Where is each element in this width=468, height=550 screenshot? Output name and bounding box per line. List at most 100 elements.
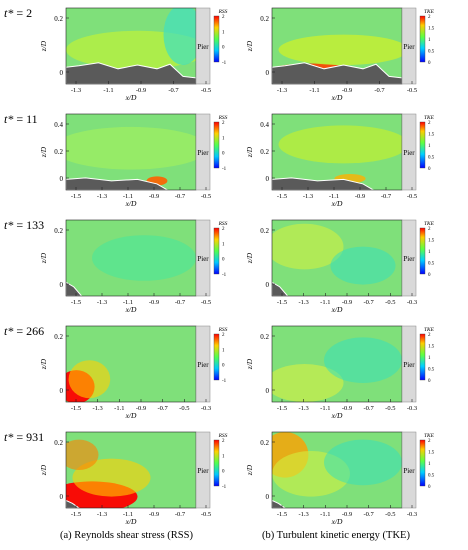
y-tick-label: 0 xyxy=(266,387,270,395)
y-tick-label: 0 xyxy=(266,175,270,183)
colorbar-tick-label: 1 xyxy=(222,454,225,459)
x-tick-label: -1.3 xyxy=(93,405,103,412)
pier-rect xyxy=(401,431,417,509)
x-tick-label: -1.5 xyxy=(71,405,81,412)
colorbar-tick-label: 0 xyxy=(222,258,225,263)
x-tick-label: -1.1 xyxy=(123,193,133,200)
x-tick-label: -1.5 xyxy=(277,193,287,200)
x-tick-label: -0.5 xyxy=(201,193,211,200)
colorbar-tick-label: 1.5 xyxy=(428,239,435,244)
contour-blob xyxy=(66,126,196,170)
colorbar xyxy=(419,439,426,487)
pier-label: Pier xyxy=(197,361,209,369)
x-tick-label: -0.9 xyxy=(355,193,365,200)
colorbar-tick-label: -1 xyxy=(222,485,227,490)
x-tick-label: -1.3 xyxy=(299,511,309,518)
colorbar-tick-label: 0 xyxy=(428,167,431,172)
y-tick-label: 0 xyxy=(60,281,64,289)
colorbar-tick-label: 1.5 xyxy=(428,345,435,350)
x-tick-label: -1.1 xyxy=(320,299,330,306)
y-tick-label: 0.2 xyxy=(54,148,63,156)
rss-panel-2: Pier 0.4 0.2 0 z/D -1.5 -1.3 -1.1 -0.9 -0.7 -0.5 x/… xyxy=(39,113,228,208)
colorbar-title: TKE xyxy=(424,433,435,439)
pier-label: Pier xyxy=(403,43,415,51)
y-axis-label: z/D xyxy=(245,464,254,476)
colorbar-tick-label: 1 xyxy=(428,462,431,467)
colorbar-tick-label: 0.5 xyxy=(428,262,435,267)
x-tick-label: -0.7 xyxy=(158,405,169,412)
x-tick-label: -0.9 xyxy=(149,511,159,518)
y-axis-label: z/D xyxy=(245,252,254,264)
colorbar xyxy=(419,333,426,381)
contour-blobs xyxy=(66,439,151,508)
colorbar-tick-label: 1.5 xyxy=(428,133,435,138)
row-label-5: t* = 931 xyxy=(4,430,45,444)
colorbar-tick-label: 2 xyxy=(222,15,225,20)
x-tick-label: -0.9 xyxy=(342,299,352,306)
contour-blob xyxy=(68,360,111,399)
contour-blob xyxy=(66,30,196,69)
y-axis-label: z/D xyxy=(245,146,254,158)
y-tick-label: 0.2 xyxy=(260,227,269,235)
contour-blobs xyxy=(272,337,402,402)
x-tick-label: -1.1 xyxy=(320,405,330,412)
colorbar xyxy=(213,333,220,381)
y-tick-label: 0.2 xyxy=(54,15,63,23)
colorbar-tick-label: 0 xyxy=(428,61,431,66)
y-tick-label: 0 xyxy=(266,69,270,77)
x-tick-label: -1.3 xyxy=(303,193,313,200)
colorbar-tick-label: -1 xyxy=(222,167,227,172)
pier-label: Pier xyxy=(403,467,415,475)
x-tick-label: -1.1 xyxy=(309,87,319,94)
y-tick-label: 0.2 xyxy=(260,15,269,23)
pier-rect xyxy=(195,219,211,297)
pier-label: Pier xyxy=(403,149,415,157)
colorbar-title: RSS xyxy=(218,221,228,227)
contour-blobs xyxy=(272,223,396,296)
x-tick-label: -0.3 xyxy=(407,511,417,518)
y-axis-label: z/D xyxy=(245,40,254,52)
x-tick-label: -0.9 xyxy=(149,299,159,306)
scoured-bed xyxy=(272,62,402,84)
colorbar xyxy=(419,15,426,63)
contour-blob xyxy=(330,246,396,285)
tke-panel-4: Pier 0.2 0 z/D -1.5 -1.3 -1.1 -0.9 -0.7 -0.5 -0.3 x… xyxy=(245,325,435,420)
colorbar xyxy=(419,227,426,275)
colorbar-tick-label: 0.5 xyxy=(428,474,435,479)
x-tick-label: -0.3 xyxy=(201,405,211,412)
pier-rect xyxy=(401,219,417,297)
colorbar-tick-label: 1.5 xyxy=(428,451,435,456)
colorbar-tick-label: 1 xyxy=(428,38,431,43)
x-tick-label: -1.1 xyxy=(114,405,124,412)
contour-blob xyxy=(272,223,344,270)
x-tick-label: -0.9 xyxy=(342,511,352,518)
contour-blob xyxy=(324,337,402,384)
pier-label: Pier xyxy=(197,43,209,51)
x-tick-label: -1.3 xyxy=(97,299,107,306)
x-tick-label: -1.5 xyxy=(277,405,287,412)
x-tick-label: -0.7 xyxy=(168,87,179,94)
colorbar-tick-label: -1 xyxy=(222,61,227,66)
x-tick-label: -0.9 xyxy=(136,87,146,94)
colorbar-tick-label: 2 xyxy=(222,227,225,232)
colorbar-tick-label: 2 xyxy=(428,15,431,20)
y-axis-label: z/D xyxy=(245,358,254,370)
x-axis-label: x/D xyxy=(125,93,137,102)
y-tick-label: 0 xyxy=(60,387,64,395)
x-tick-label: -0.5 xyxy=(179,405,189,412)
x-axis-label: x/D xyxy=(125,411,137,420)
y-tick-label: 0 xyxy=(60,69,64,77)
colorbar xyxy=(213,15,220,63)
y-axis-label: z/D xyxy=(39,146,48,158)
pier-label: Pier xyxy=(197,255,209,263)
colorbar-tick-label: 1 xyxy=(222,136,225,141)
x-tick-label: -1.3 xyxy=(97,511,107,518)
y-tick-label: 0.4 xyxy=(54,121,63,129)
colorbar xyxy=(419,121,426,169)
colorbar-tick-label: 0 xyxy=(428,485,431,490)
x-tick-label: -0.7 xyxy=(364,511,375,518)
scoured-bed xyxy=(66,281,83,296)
